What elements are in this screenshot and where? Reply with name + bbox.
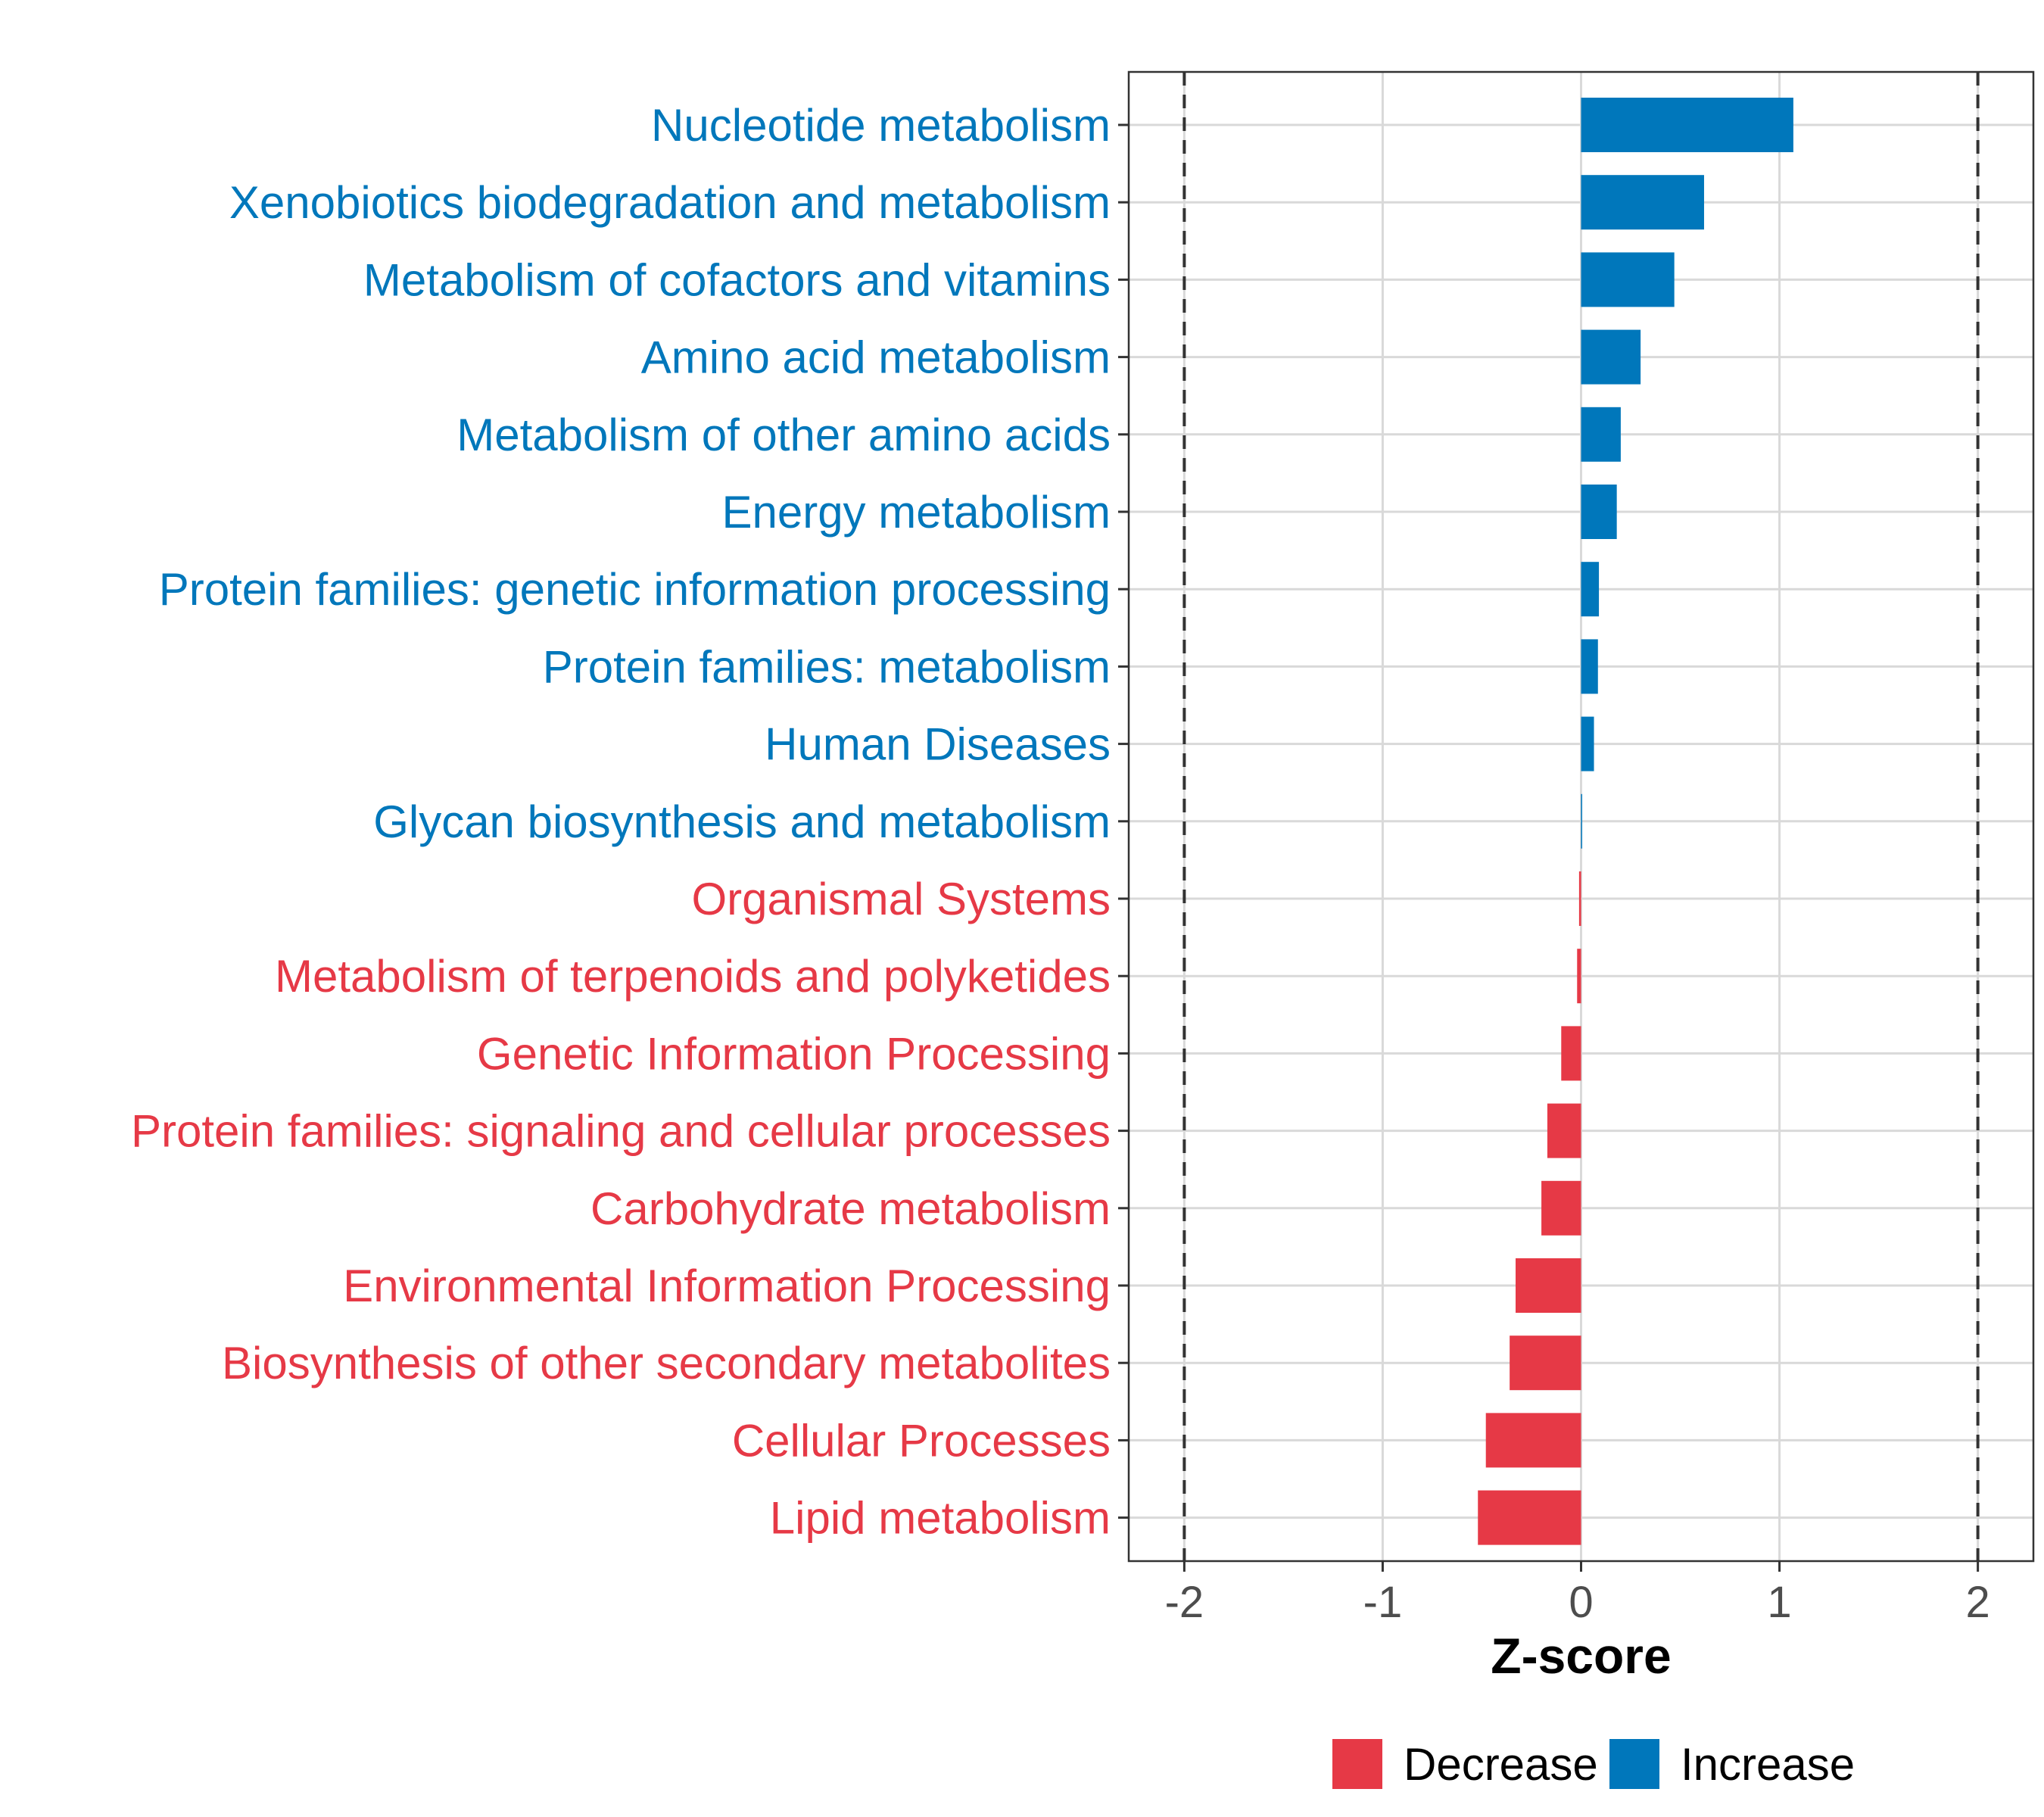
bar-lipid-metabolism — [1478, 1490, 1581, 1545]
legend-label-decrease: Decrease — [1404, 1739, 1598, 1790]
y-label-amino-acid-metabolism: Amino acid metabolism — [641, 332, 1111, 383]
bar-glycan-biosynthesis-and-metabolism — [1581, 793, 1582, 849]
y-label-environmental-information-processing: Environmental Information Processing — [343, 1261, 1111, 1311]
bar-energy-metabolism — [1581, 485, 1617, 539]
y-label-organismal-systems: Organismal Systems — [692, 874, 1111, 924]
bar-biosynthesis-of-other-secondary-metabolites — [1510, 1335, 1581, 1391]
x-tick-label: 0 — [1569, 1578, 1593, 1627]
y-label-protein-families-signaling-and-cellular-processes: Protein families: signaling and cellular… — [131, 1106, 1111, 1157]
y-axis-ticks — [1118, 123, 1129, 1519]
bar-human-diseases — [1581, 716, 1594, 771]
bar-carbohydrate-metabolism — [1541, 1180, 1581, 1236]
y-label-biosynthesis-of-other-secondary-metabolites: Biosynthesis of other secondary metaboli… — [222, 1338, 1111, 1388]
x-axis-title: Z-score — [1491, 1628, 1671, 1684]
y-label-nucleotide-metabolism: Nucleotide metabolism — [651, 100, 1111, 151]
bar-genetic-information-processing — [1561, 1026, 1581, 1081]
y-label-carbohydrate-metabolism: Carbohydrate metabolism — [590, 1183, 1111, 1234]
y-label-metabolism-of-cofactors-and-vitamins: Metabolism of cofactors and vitamins — [363, 254, 1111, 305]
bars — [1478, 98, 1793, 1545]
bar-metabolism-of-other-amino-acids — [1581, 407, 1621, 462]
legend-label-increase: Increase — [1681, 1739, 1855, 1790]
bar-protein-families-genetic-information-processing — [1581, 562, 1600, 617]
y-label-glycan-biosynthesis-and-metabolism: Glycan biosynthesis and metabolism — [373, 796, 1111, 847]
y-label-cellular-processes: Cellular Processes — [732, 1415, 1111, 1466]
bar-amino-acid-metabolism — [1581, 329, 1641, 385]
y-label-human-diseases: Human Diseases — [765, 719, 1111, 770]
bar-nucleotide-metabolism — [1581, 98, 1793, 152]
y-label-protein-families-genetic-information-processing: Protein families: genetic information pr… — [159, 564, 1111, 615]
y-label-lipid-metabolism: Lipid metabolism — [770, 1493, 1111, 1544]
x-tick-label: 1 — [1767, 1578, 1791, 1627]
y-label-energy-metabolism: Energy metabolism — [721, 487, 1111, 538]
y-label-xenobiotics-biodegradation-and-metabolism: Xenobiotics biodegradation and metabolis… — [229, 177, 1111, 228]
bar-environmental-information-processing — [1516, 1258, 1581, 1313]
bar-cellular-processes — [1485, 1413, 1581, 1468]
legend: Decrease Increase — [1332, 1739, 1855, 1790]
bar-protein-families-metabolism — [1581, 639, 1598, 694]
legend-key-increase — [1609, 1739, 1659, 1789]
bar-xenobiotics-biodegradation-and-metabolism — [1581, 175, 1704, 230]
y-label-metabolism-of-terpenoids-and-polyketides: Metabolism of terpenoids and polyketides — [275, 951, 1111, 1002]
y-label-protein-families-metabolism: Protein families: metabolism — [543, 641, 1111, 692]
y-label-genetic-information-processing: Genetic Information Processing — [477, 1028, 1111, 1079]
x-tick-label: -1 — [1363, 1578, 1403, 1627]
x-tick-label: 2 — [1965, 1578, 1989, 1627]
x-tick-label: -2 — [1165, 1578, 1204, 1627]
bar-protein-families-signaling-and-cellular-processes — [1547, 1103, 1581, 1158]
x-axis-ticks: -2 -1 0 1 2 — [1165, 1561, 1990, 1627]
bar-metabolism-of-terpenoids-and-polyketides — [1577, 949, 1581, 1004]
legend-key-decrease — [1332, 1739, 1382, 1789]
bar-metabolism-of-cofactors-and-vitamins — [1581, 252, 1675, 307]
y-label-metabolism-of-other-amino-acids: Metabolism of other amino acids — [456, 410, 1111, 460]
bar-organismal-systems — [1578, 871, 1581, 926]
y-axis-labels: Nucleotide metabolism Xenobiotics biodegr… — [131, 100, 1111, 1544]
